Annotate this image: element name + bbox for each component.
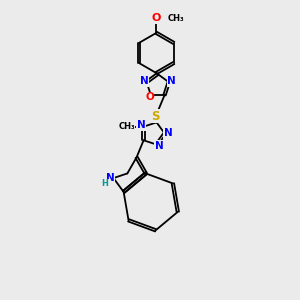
Text: CH₃: CH₃ <box>118 122 135 131</box>
Text: CH₃: CH₃ <box>168 14 184 23</box>
Text: H: H <box>101 179 108 188</box>
Text: N: N <box>164 128 172 139</box>
Text: N: N <box>167 76 176 86</box>
Text: N: N <box>106 173 115 183</box>
Text: S: S <box>152 110 160 123</box>
Text: N: N <box>136 120 145 130</box>
Text: N: N <box>155 141 164 151</box>
Text: O: O <box>145 92 154 102</box>
Text: O: O <box>152 13 161 23</box>
Text: N: N <box>140 76 148 86</box>
